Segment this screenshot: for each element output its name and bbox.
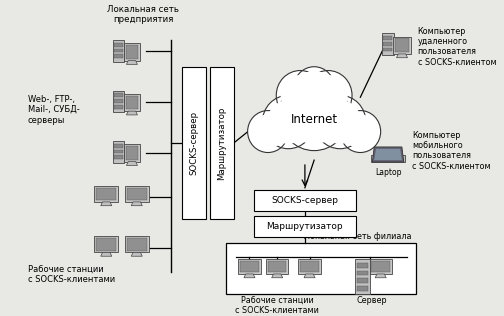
Circle shape	[340, 111, 381, 153]
FancyBboxPatch shape	[357, 263, 368, 268]
Polygon shape	[375, 274, 386, 278]
FancyBboxPatch shape	[369, 259, 392, 274]
FancyBboxPatch shape	[96, 238, 116, 251]
FancyBboxPatch shape	[113, 91, 124, 112]
Text: Компьютер
удаленного
пользователя
с SOCKS-клиентом: Компьютер удаленного пользователя с SOCK…	[418, 27, 496, 67]
Circle shape	[281, 75, 320, 116]
Circle shape	[344, 114, 377, 149]
FancyBboxPatch shape	[394, 37, 411, 54]
Circle shape	[285, 85, 343, 144]
Polygon shape	[244, 274, 255, 278]
FancyBboxPatch shape	[254, 190, 356, 211]
FancyBboxPatch shape	[127, 238, 147, 251]
FancyBboxPatch shape	[113, 141, 124, 163]
FancyBboxPatch shape	[266, 259, 288, 274]
FancyBboxPatch shape	[384, 36, 393, 40]
FancyBboxPatch shape	[355, 259, 369, 294]
FancyBboxPatch shape	[114, 43, 123, 47]
Polygon shape	[374, 149, 402, 160]
FancyBboxPatch shape	[124, 236, 149, 252]
Circle shape	[297, 70, 331, 105]
FancyBboxPatch shape	[384, 48, 393, 52]
FancyBboxPatch shape	[114, 150, 123, 154]
Polygon shape	[397, 54, 408, 58]
FancyBboxPatch shape	[238, 259, 261, 274]
Text: Рабочие станции
с SOCKS-клиентами: Рабочие станции с SOCKS-клиентами	[235, 295, 319, 315]
FancyBboxPatch shape	[226, 243, 416, 294]
Text: Web-, FTP-,
Mail-, СУБД-
серверы: Web-, FTP-, Mail-, СУБД- серверы	[28, 95, 80, 125]
Polygon shape	[372, 147, 404, 162]
FancyBboxPatch shape	[382, 33, 394, 55]
Circle shape	[247, 111, 288, 153]
Polygon shape	[127, 161, 138, 166]
Text: Локальная сеть
предприятия: Локальная сеть предприятия	[107, 5, 179, 24]
FancyBboxPatch shape	[113, 40, 124, 62]
FancyBboxPatch shape	[357, 286, 368, 291]
FancyBboxPatch shape	[357, 271, 368, 276]
FancyBboxPatch shape	[94, 236, 118, 252]
Polygon shape	[131, 202, 142, 206]
FancyBboxPatch shape	[254, 216, 356, 237]
Polygon shape	[101, 252, 112, 256]
FancyBboxPatch shape	[395, 39, 409, 52]
FancyBboxPatch shape	[114, 105, 123, 109]
FancyBboxPatch shape	[127, 188, 147, 200]
FancyBboxPatch shape	[125, 96, 138, 109]
Text: Локальная сеть филиала: Локальная сеть филиала	[304, 232, 411, 241]
FancyBboxPatch shape	[124, 43, 140, 61]
FancyBboxPatch shape	[371, 155, 405, 162]
Text: Laptop: Laptop	[375, 168, 401, 177]
FancyBboxPatch shape	[94, 186, 118, 202]
FancyBboxPatch shape	[384, 42, 393, 46]
Text: Компьютер
мобильного
пользователя
с SOCKS-клиентом: Компьютер мобильного пользователя с SOCK…	[412, 131, 491, 171]
FancyBboxPatch shape	[300, 261, 319, 272]
FancyBboxPatch shape	[114, 54, 123, 58]
Circle shape	[319, 100, 361, 144]
FancyBboxPatch shape	[125, 45, 138, 59]
Text: SOCKS-сервер: SOCKS-сервер	[190, 111, 199, 175]
Polygon shape	[304, 274, 315, 278]
FancyBboxPatch shape	[182, 67, 206, 219]
Text: SOCKS-сервер: SOCKS-сервер	[272, 196, 338, 205]
Polygon shape	[272, 274, 283, 278]
Polygon shape	[127, 111, 138, 115]
Text: Сервер: Сервер	[356, 295, 387, 305]
FancyBboxPatch shape	[114, 144, 123, 148]
FancyBboxPatch shape	[357, 278, 368, 283]
FancyBboxPatch shape	[371, 261, 390, 272]
FancyBboxPatch shape	[298, 259, 321, 274]
FancyBboxPatch shape	[124, 144, 140, 161]
Circle shape	[267, 100, 309, 144]
Polygon shape	[101, 202, 112, 206]
FancyBboxPatch shape	[114, 99, 123, 103]
Circle shape	[251, 114, 285, 149]
FancyBboxPatch shape	[125, 146, 138, 160]
FancyBboxPatch shape	[124, 94, 140, 111]
FancyBboxPatch shape	[210, 67, 234, 219]
Circle shape	[294, 67, 335, 109]
Text: Рабочие станции
с SOCKS-клиентами: Рабочие станции с SOCKS-клиентами	[28, 265, 115, 284]
FancyBboxPatch shape	[96, 188, 116, 200]
Circle shape	[276, 70, 324, 120]
Circle shape	[314, 95, 366, 149]
FancyBboxPatch shape	[124, 186, 149, 202]
FancyBboxPatch shape	[240, 261, 259, 272]
Circle shape	[279, 78, 349, 151]
Circle shape	[304, 70, 352, 120]
FancyBboxPatch shape	[268, 261, 286, 272]
FancyBboxPatch shape	[114, 49, 123, 52]
Polygon shape	[127, 61, 138, 64]
FancyBboxPatch shape	[114, 155, 123, 159]
FancyBboxPatch shape	[114, 94, 123, 97]
Circle shape	[263, 95, 314, 149]
Circle shape	[308, 75, 348, 116]
Text: Internet: Internet	[291, 112, 338, 126]
Text: Маршрутизатор: Маршрутизатор	[217, 106, 226, 180]
Polygon shape	[131, 252, 142, 256]
Text: Маршрутизатор: Маршрутизатор	[267, 222, 343, 231]
